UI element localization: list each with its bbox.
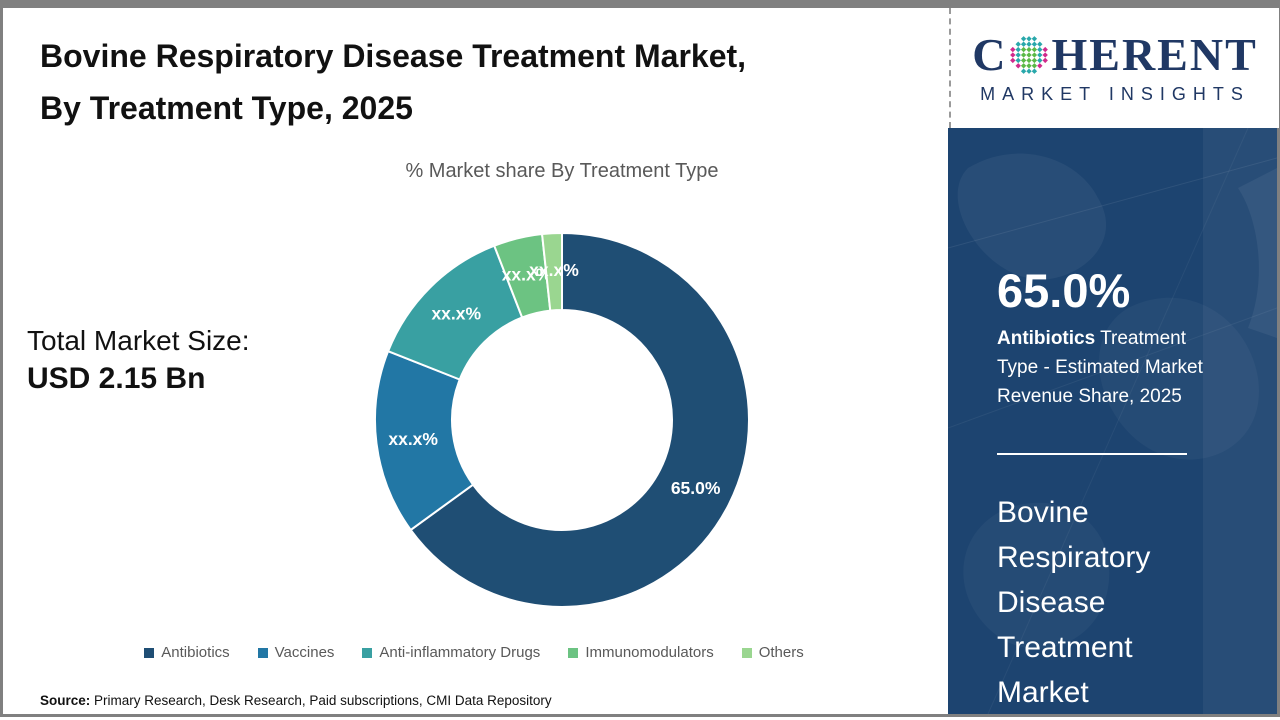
legend-swatch-icon — [741, 647, 752, 658]
legend-swatch-icon — [257, 647, 268, 658]
stat-description: Antibiotics Treatment Type - Estimated M… — [997, 324, 1229, 411]
legend-item-vaccines: Vaccines — [257, 644, 335, 661]
source-line: Source: Primary Research, Desk Research,… — [40, 693, 552, 708]
stat-description-rest: Treatment Type - Estimated Market Revenu… — [997, 328, 1203, 407]
brand-logo-area: C HERENT MARKET INSIGHTS — [949, 8, 1279, 128]
chart-legend: Antibiotics Vaccines Anti-inflammatory Dru… — [0, 644, 948, 661]
legend-label: Anti-inflammatory Drugs — [379, 644, 541, 661]
legend-label: Immunomodulators — [585, 644, 714, 661]
slice-label-others: xx.x% — [529, 260, 579, 280]
legend-item-anti-inflammatory-drugs: Anti-inflammatory Drugs — [362, 644, 540, 661]
donut-slice-antibiotics — [409, 231, 750, 608]
slice-label-vaccines: xx.x% — [388, 429, 438, 449]
source-label: Source: — [40, 693, 91, 708]
total-market-label: Total Market Size: — [27, 325, 250, 356]
donut-chart: 65.0% xx.x% xx.x% xx.x% xx.x% — [367, 225, 757, 615]
slice-label-antibiotics: 65.0% — [671, 478, 721, 498]
logo-letters-rest: HERENT — [1051, 28, 1258, 80]
donut-slice-others — [540, 231, 563, 312]
logo-globe-icon — [1010, 35, 1049, 74]
legend-swatch-icon — [568, 647, 579, 658]
chart-subtitle: % Market share By Treatment Type — [405, 160, 719, 182]
legend-item-immunomodulators: Immunomodulators — [568, 644, 714, 661]
page-title-line1: Bovine Respiratory Disease Treatment Mar… — [40, 38, 747, 74]
panel-divider — [997, 453, 1187, 455]
logo-tagline: MARKET INSIGHTS — [980, 83, 1250, 104]
total-market-value: USD 2.15 Bn — [27, 362, 206, 395]
logo-letter-c: C — [972, 28, 1008, 80]
stat-value: 65.0% — [997, 264, 1131, 317]
right-border-bar — [1277, 8, 1280, 717]
legend-swatch-icon — [362, 647, 373, 658]
page-title: Bovine Respiratory Disease Treatment Mar… — [40, 30, 940, 134]
slice-label-immunomodulators: xx.x% — [502, 264, 552, 284]
left-border-bar — [0, 8, 3, 717]
legend-label: Others — [758, 644, 804, 661]
source-text: Primary Research, Desk Research, Paid su… — [90, 693, 552, 708]
side-panel: 65.0% Antibiotics Treatment Type - Estim… — [948, 128, 1277, 714]
page-title-line2: By Treatment Type, 2025 — [40, 90, 413, 126]
top-border-bar — [0, 0, 1280, 8]
bottom-border-bar — [0, 714, 1280, 717]
legend-label: Vaccines — [274, 644, 335, 661]
legend-swatch-icon — [144, 647, 155, 658]
total-market-size: Total Market Size: USD 2.15 Bn — [27, 322, 250, 398]
panel-market-name: Bovine Respiratory Disease Treatment Mar… — [997, 496, 1151, 709]
brand-logo: C HERENT — [972, 28, 1258, 80]
legend-item-antibiotics: Antibiotics — [144, 644, 230, 661]
slice-label-anti-inflammatory-drugs: xx.x% — [431, 304, 481, 324]
legend-item-others: Others — [741, 644, 804, 661]
donut-chart-svg: 65.0%xx.x%xx.x%xx.x%xx.x% — [374, 231, 750, 608]
stat-description-bold: Antibiotics — [997, 328, 1096, 349]
legend-label: Antibiotics — [161, 644, 230, 661]
